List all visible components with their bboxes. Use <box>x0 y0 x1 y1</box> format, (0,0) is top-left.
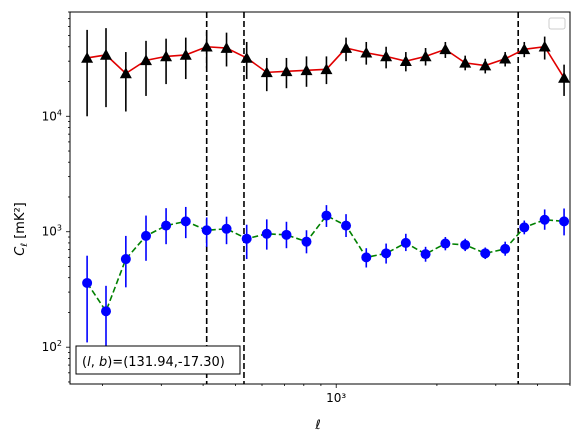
data-point <box>558 71 571 83</box>
data-point <box>240 51 253 63</box>
data-point <box>100 48 113 60</box>
data-point <box>119 67 132 79</box>
plot-frame <box>69 11 571 385</box>
data-point <box>380 50 393 62</box>
data-point <box>419 50 432 62</box>
y-tick-label: 102 <box>42 339 62 354</box>
y-axis-label: Cℓ [mK²] <box>13 202 30 255</box>
data-point <box>160 50 173 62</box>
data-point <box>321 210 332 221</box>
series-line <box>86 214 565 313</box>
data-point <box>280 65 293 77</box>
data-point <box>480 248 491 259</box>
vertical-lines <box>205 12 519 384</box>
axes: 10³ 102 103 104 <box>42 11 571 405</box>
data-point <box>221 223 232 234</box>
data-point <box>141 230 152 241</box>
data-point <box>500 243 511 254</box>
data-point <box>360 46 373 58</box>
data-point <box>81 51 94 63</box>
data-point <box>120 254 131 265</box>
data-point <box>439 43 452 55</box>
data-point <box>201 225 212 236</box>
data-point <box>459 56 472 68</box>
data-point <box>320 63 333 75</box>
svg-text:Cℓ [mK²]: Cℓ [mK²] <box>13 202 30 255</box>
data-point <box>301 236 312 247</box>
annotation: (l, b)=(131.94,-17.30) <box>75 345 241 375</box>
series-circle <box>82 205 570 364</box>
data-point <box>281 229 292 240</box>
data-point <box>200 40 213 52</box>
data-point <box>161 220 172 231</box>
data-point <box>559 216 570 227</box>
data-point <box>361 252 372 263</box>
annotation-text: (l, b)=(131.94,-17.30) <box>82 355 225 370</box>
data-point <box>179 48 192 60</box>
data-point <box>140 54 153 66</box>
data-point <box>538 40 551 52</box>
series-triangle <box>81 28 571 117</box>
data-point <box>518 43 531 55</box>
x-axis-label: ℓ <box>314 418 320 433</box>
data-point <box>261 228 272 239</box>
data-point <box>101 306 112 317</box>
legend-box <box>548 17 566 30</box>
data-point <box>539 214 550 225</box>
annotation-box <box>75 345 241 375</box>
data-point <box>82 277 93 288</box>
data-point <box>499 52 512 64</box>
data-point <box>180 216 191 227</box>
data-point <box>420 249 431 260</box>
y-tick-label: 104 <box>42 108 62 123</box>
data-point <box>400 237 411 248</box>
data-point <box>340 42 353 53</box>
data-point <box>300 64 313 76</box>
data-point <box>341 220 352 231</box>
data-point <box>460 239 471 250</box>
series-layer <box>81 28 571 364</box>
data-point <box>519 222 530 233</box>
data-point <box>381 248 392 259</box>
data-point <box>440 238 451 249</box>
data-point <box>479 59 492 71</box>
x-tick-label: 10³ <box>326 391 346 405</box>
data-point <box>399 55 412 66</box>
data-point <box>260 66 273 78</box>
data-point <box>241 233 252 244</box>
data-point <box>220 42 233 53</box>
y-tick-label: 103 <box>42 224 62 239</box>
